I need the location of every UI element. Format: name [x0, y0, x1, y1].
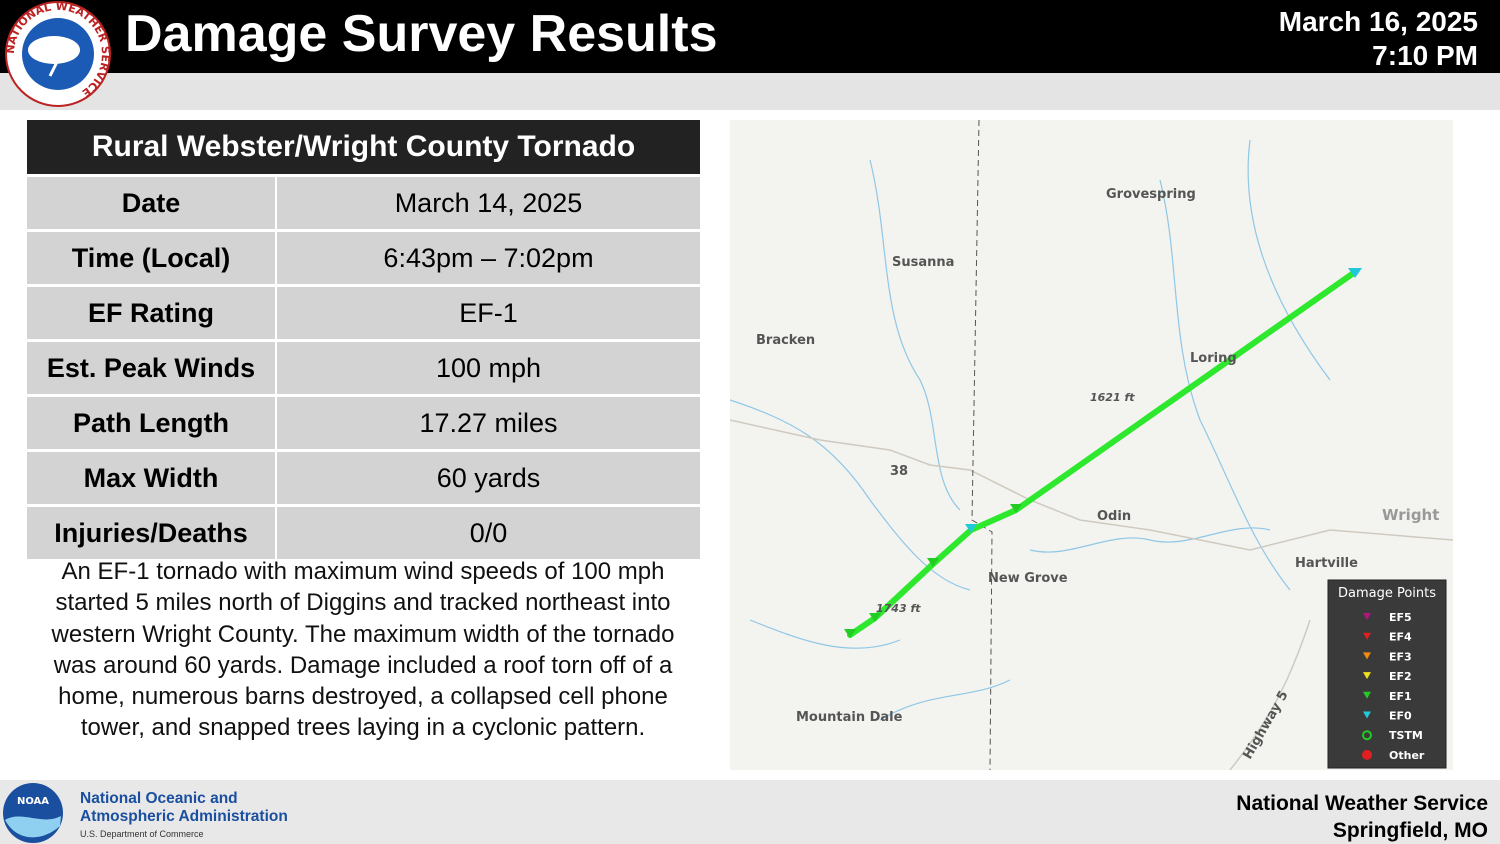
header-band — [0, 73, 1500, 110]
place-label: New Grove — [988, 571, 1068, 586]
title: Damage Survey Results — [125, 5, 718, 63]
row-label: EF Rating — [27, 284, 277, 341]
row-label: Injuries/Deaths — [27, 504, 277, 559]
row-value: 100 mph — [276, 339, 700, 396]
legend-label: EF1 — [1389, 690, 1412, 703]
row-value: 17.27 miles — [276, 394, 700, 451]
legend-marker — [1363, 652, 1371, 660]
row-label: Time (Local) — [27, 229, 277, 286]
header-bar — [0, 0, 1500, 73]
office-line: National Weather Service — [1236, 792, 1488, 815]
legend-label: TSTM — [1389, 729, 1423, 742]
noaa-line: U.S. Department of Commerce — [80, 829, 204, 839]
place-label: Wright — [1382, 506, 1439, 524]
table-row: Est. Peak Winds 100 mph — [27, 339, 700, 396]
datetime: March 16, 2025 7:10 PM — [1279, 5, 1478, 73]
legend-marker — [1362, 730, 1372, 741]
place-label: Loring — [1190, 351, 1237, 366]
noaa-logo: NOAA — [3, 783, 63, 843]
description: An EF-1 tornado with maximum wind speeds… — [51, 558, 675, 742]
table-row: Path Length 17.27 miles — [27, 394, 700, 451]
date: March 16, 2025 — [1278, 6, 1478, 37]
row-label: Est. Peak Winds — [27, 339, 277, 396]
table-row: EF Rating EF-1 — [27, 284, 700, 341]
table-row: Injuries/Deaths 0/0 — [27, 504, 700, 559]
noaa-logo-text: NOAA — [17, 796, 49, 807]
legend-title: Damage Points — [1338, 586, 1436, 601]
legend-label: EF3 — [1389, 650, 1412, 663]
place-label: Susanna — [892, 255, 954, 270]
row-label: Date — [27, 174, 277, 231]
legend-marker — [1363, 711, 1371, 719]
table-row: Max Width 60 yards — [27, 449, 700, 506]
nws-logo: NATIONAL WEATHER SERVICE — [4, 0, 112, 107]
legend-label: EF5 — [1389, 611, 1412, 624]
row-value: March 14, 2025 — [276, 174, 700, 231]
noaa-line: Atmospheric Administration — [80, 808, 288, 825]
legend-label: EF0 — [1389, 710, 1412, 723]
legend-label: Other — [1389, 749, 1425, 762]
table-title: Rural Webster/Wright County Tornado — [27, 120, 700, 176]
office: National Weather Service Springfield, MO — [1236, 790, 1488, 844]
place-label: 38 — [890, 464, 908, 479]
row-label: Max Width — [27, 449, 277, 506]
row-label: Path Length — [27, 394, 277, 451]
row-value: EF-1 — [276, 284, 700, 341]
legend-marker — [1363, 672, 1371, 680]
row-value: 0/0 — [276, 504, 700, 559]
place-label: Hartville — [1295, 556, 1358, 571]
place-label: Bracken — [756, 333, 815, 348]
place-label: Grovespring — [1106, 187, 1196, 202]
footer — [0, 780, 1500, 844]
legend-marker — [1363, 632, 1371, 640]
legend-marker — [1363, 691, 1371, 699]
legend-label: EF4 — [1389, 631, 1412, 644]
place-label: 1621 ft — [1090, 391, 1135, 404]
table-row: Date March 14, 2025 — [27, 174, 700, 231]
noaa-line: National Oceanic and — [80, 790, 238, 807]
time: 7:10 PM — [1372, 40, 1478, 71]
place-label: 1743 ft — [876, 602, 921, 615]
map: Grovespring Susanna Bracken Loring 1621 ft 38… — [730, 120, 1453, 770]
legend-label: EF2 — [1389, 670, 1412, 683]
legend-marker — [1362, 749, 1372, 760]
legend-marker — [1363, 613, 1371, 620]
place-label: Odin — [1097, 509, 1131, 524]
row-value: 60 yards — [276, 449, 700, 506]
row-value: 6:43pm – 7:02pm — [276, 229, 700, 286]
table-row: Time (Local) 6:43pm – 7:02pm — [27, 229, 700, 286]
legend-box — [1327, 579, 1447, 769]
summary-table: Rural Webster/Wright County Tornado Date M… — [27, 120, 700, 559]
noaa-name: National Oceanic and Atmospheric Adminis… — [80, 790, 288, 839]
place-label: Mountain Dale — [796, 710, 903, 725]
office-line: Springfield, MO — [1332, 819, 1488, 842]
